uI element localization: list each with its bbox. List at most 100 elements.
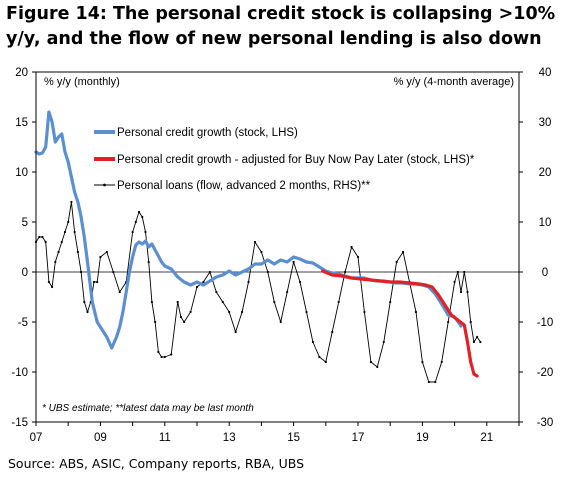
flow-point xyxy=(476,335,479,339)
flow-point xyxy=(47,280,50,284)
flow-point xyxy=(118,290,121,294)
flow-point xyxy=(401,250,405,254)
flow-point xyxy=(463,270,466,274)
flow-point xyxy=(112,270,115,274)
flow-point xyxy=(92,280,96,284)
x-tick-label: 13 xyxy=(223,432,236,444)
flow-point xyxy=(266,270,269,274)
x-tick-label: 07 xyxy=(30,432,43,444)
flow-point xyxy=(141,215,144,219)
flow-point xyxy=(466,290,469,294)
x-tick-label: 15 xyxy=(287,432,300,444)
left-tick-label: 0 xyxy=(22,267,28,279)
flow-point xyxy=(414,310,418,314)
flow-point xyxy=(96,280,99,284)
flow-point xyxy=(472,340,476,344)
flow-point xyxy=(447,320,450,324)
flow-point xyxy=(38,235,41,239)
flow-point xyxy=(453,280,456,284)
figure-title: Figure 14: The personal credit stock is … xyxy=(6,4,556,49)
flow-point xyxy=(273,300,276,304)
flow-point xyxy=(163,355,166,359)
series-group xyxy=(34,110,482,384)
flow-point xyxy=(376,365,379,369)
axes-group: 20 15 10 5 0 -5 -10 -15 40 30 20 10 0 -10 -20 -30 07 09 11… xyxy=(11,67,553,444)
series-adjusted-line xyxy=(321,269,479,378)
flow-point xyxy=(369,360,372,364)
legend-swatch-flow-dot xyxy=(103,183,106,187)
flow-point xyxy=(298,280,302,284)
left-tick-label: 10 xyxy=(15,167,28,179)
left-tick-label: 5 xyxy=(22,217,28,229)
right-tick-label: -30 xyxy=(537,417,554,429)
flow-point xyxy=(395,260,398,264)
flow-point xyxy=(83,300,86,304)
x-tick-label: 09 xyxy=(94,432,107,444)
flow-point xyxy=(286,290,289,294)
flow-point xyxy=(363,310,366,314)
flow-point xyxy=(154,320,157,324)
flow-point xyxy=(67,220,70,224)
flow-point xyxy=(195,285,199,289)
flow-point xyxy=(247,280,250,284)
flow-point xyxy=(382,340,385,344)
flow-point xyxy=(221,300,224,304)
flow-point xyxy=(157,350,160,354)
flow-point xyxy=(324,360,327,364)
flow-point xyxy=(79,270,83,274)
flow-point xyxy=(76,250,79,254)
flow-point xyxy=(459,290,463,294)
flow-point xyxy=(57,250,60,254)
x-tick-label: 17 xyxy=(352,432,365,444)
x-tick-label: 21 xyxy=(480,432,493,444)
flow-point xyxy=(44,240,47,244)
flow-point xyxy=(54,260,57,264)
flow-point xyxy=(318,355,321,359)
flow-point xyxy=(160,355,163,359)
flow-point xyxy=(63,230,67,234)
flow-point xyxy=(150,300,154,304)
flow-point xyxy=(427,380,430,384)
right-tick-label: 30 xyxy=(539,117,552,129)
chart-note: * UBS estimate; **latest data may be las… xyxy=(42,403,254,414)
flow-point xyxy=(41,235,44,239)
right-tick-label: -20 xyxy=(537,367,554,379)
flow-point xyxy=(170,353,173,356)
flow-point xyxy=(70,200,73,204)
flow-point xyxy=(86,310,89,314)
flow-point xyxy=(215,290,218,294)
series-flow-line xyxy=(35,201,481,383)
left-axis-label: % y/y (monthly) xyxy=(44,76,120,88)
flow-point xyxy=(144,230,147,234)
flow-point xyxy=(456,270,459,274)
flow-point xyxy=(279,320,282,324)
flow-point xyxy=(292,260,295,264)
flow-point xyxy=(137,210,141,214)
x-tick-label: 19 xyxy=(416,432,429,444)
flow-point xyxy=(51,285,54,289)
left-tick-label: -10 xyxy=(11,367,28,379)
flow-point xyxy=(134,220,137,224)
flow-point xyxy=(421,360,424,364)
source-line: Source: ABS, ASIC, Company reports, RBA,… xyxy=(8,456,305,471)
flow-point xyxy=(202,280,205,284)
flow-point xyxy=(440,360,443,364)
left-tick-label: -15 xyxy=(11,417,28,429)
right-axis-label: % y/y (4-month average) xyxy=(394,76,514,88)
flow-point xyxy=(253,240,257,244)
flow-point xyxy=(179,315,182,319)
flow-point xyxy=(311,340,315,344)
flow-point xyxy=(331,330,334,334)
right-tick-label: 40 xyxy=(539,67,552,79)
left-tick-label: -5 xyxy=(18,317,28,329)
legend-label-flow: Personal loans (flow, advanced 2 months,… xyxy=(117,180,371,192)
flow-point xyxy=(99,255,102,259)
flow-point xyxy=(189,310,192,314)
flow-point xyxy=(479,340,482,344)
flow-point xyxy=(469,320,472,324)
flow-point xyxy=(176,300,179,304)
right-tick-label: 10 xyxy=(539,217,552,229)
right-tick-label: 20 xyxy=(539,167,552,179)
flow-point xyxy=(337,300,340,304)
